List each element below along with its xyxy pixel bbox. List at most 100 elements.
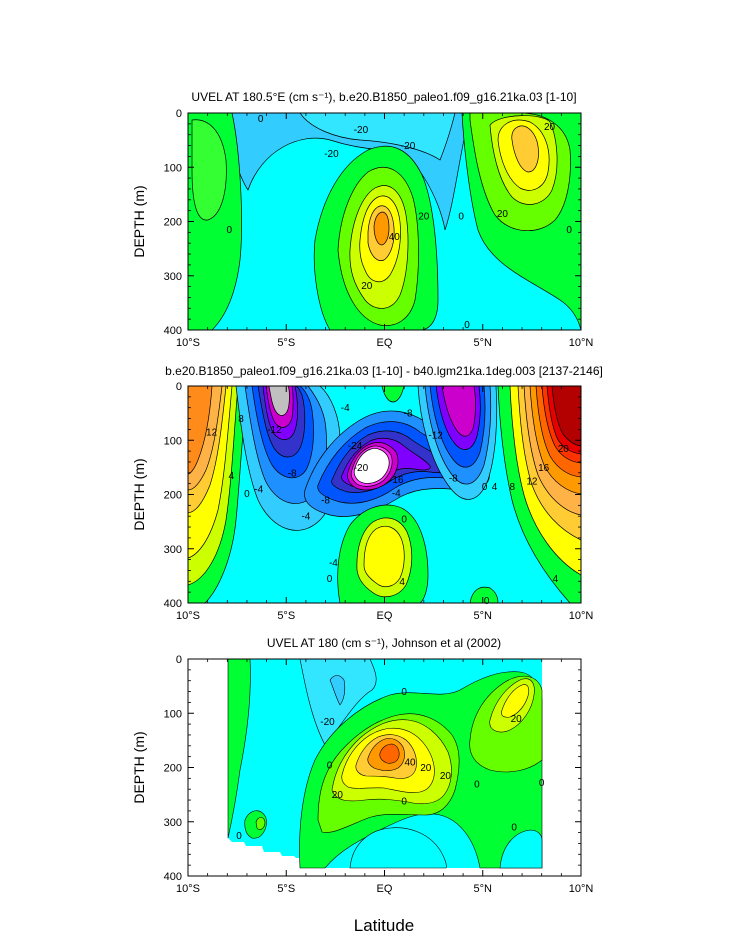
y-tick-label: 0 [176,654,182,666]
y-tick-label: 100 [164,435,182,447]
panel-2: b.e20.B1850_paleo1.f09_g16.21ka.03 [1-10… [131,364,603,622]
panel-3-field [188,659,581,876]
x-tick-label: 10°N [569,610,594,622]
y-tick-label: 300 [164,271,182,283]
panel-3-left-0 [227,659,251,839]
x-tick-label: 10°S [176,610,200,622]
panel-1-field [188,113,581,330]
contour-label: -4 [254,485,263,496]
y-axis-label: DEPTH (m) [131,185,147,257]
panel-3-left-10 [255,817,266,830]
panel-3-east-30 [501,684,530,718]
contour-label: 20 [418,212,430,223]
y-tick-label: 0 [176,108,182,120]
contour-label: -8 [404,409,413,420]
x-tick-label: 5°N [474,883,493,895]
panel-1-labels: 0 -20 -20 -20 20 0 20 40 20 0 20 0 0 [226,114,572,331]
panel-2-west-12 [188,386,213,475]
contour-label: 0 [244,489,250,500]
contour-label: -8 [288,468,297,479]
x-tick-label: EQ [377,883,393,895]
contour-label: 20 [558,444,570,455]
contour-label: 0 [236,831,242,842]
y-tick-label: 300 [164,817,182,829]
y-axis-label: DEPTH (m) [131,731,147,803]
x-tick-label: 5°S [277,337,295,349]
contour-label: -8 [321,495,330,506]
contour-label: 0 [484,596,490,607]
contour-label: -8 [449,474,458,485]
contour-label: 0 [401,514,407,525]
contour-label: -12 [428,430,443,441]
x-tick-label: 5°S [277,610,295,622]
contour-label: -12 [267,425,282,436]
contour-label: -4 [341,403,350,414]
contour-label: 4 [228,471,234,482]
y-tick-label: 400 [164,598,182,610]
contour-label: -4 [392,488,401,499]
contour-label: 20 [497,209,509,220]
x-tick-label: 10°N [569,337,594,349]
contour-label: 40 [404,758,416,769]
x-tick-label: 10°N [569,883,594,895]
panel-2-neg-west-24 [268,386,290,416]
x-tick-label: EQ [377,337,393,349]
contour-label: 16 [538,463,550,474]
panel-2-top-green [381,386,405,403]
contour-label: 12 [206,428,218,439]
contour-label: 0 [327,760,333,771]
x-tick-label: EQ [377,610,393,622]
y-tick-label: 100 [164,708,182,720]
panel-2-neg-center-28 [353,448,390,484]
y-tick-label: 400 [164,325,182,337]
y-tick-label: 200 [164,217,182,229]
panel-3: UVEL AT 180 (cm s⁻¹), Johnson et al (200… [131,636,593,935]
contour-label: 0 [482,482,488,493]
y-tick-label: 100 [164,162,182,174]
contour-label: 20 [511,714,523,725]
panel-1-west-10 [191,119,227,221]
panel-1-eq-50 [373,211,390,246]
y-tick-label: 300 [164,544,182,556]
y-axis-label: DEPTH (m) [131,458,147,530]
contour-label: 0 [327,574,333,585]
panel-3-title: UVEL AT 180 (cm s⁻¹), Johnson et al (200… [267,636,501,650]
contour-label: 20 [440,771,452,782]
contour-label: 40 [389,232,401,243]
x-tick-label: 10°S [176,883,200,895]
contour-label: 20 [420,763,432,774]
x-tick-label: 5°N [474,610,493,622]
panel-2-title: b.e20.B1850_paleo1.f09_g16.21ka.03 [1-10… [165,364,603,378]
panel-1: UVEL AT 180.5°E (cm s⁻¹), b.e20.B1850_pa… [131,90,593,349]
contour-label: -20 [401,141,416,152]
contour-label: -20 [320,717,335,728]
x-tick-label: 10°S [176,337,200,349]
panel-3-bottom-cyan [349,827,447,869]
y-tick-label: 400 [164,871,182,883]
y-tick-label: 0 [176,381,182,393]
contour-label: 0 [401,797,407,808]
x-tick-label: 5°S [277,883,295,895]
contour-label: 0 [464,320,470,331]
contour-label: 4 [399,577,405,588]
contour-label: -24 [348,441,363,452]
contour-label: 20 [332,790,344,801]
contour-label: 0 [474,779,480,790]
contour-label: 12 [526,476,538,487]
panel-1-neg-core [299,113,456,161]
panel-2-eq-pos-4 [363,525,405,588]
contour-label: 0 [458,212,464,223]
panel-2-bottom-green [469,586,499,603]
contour-label: 20 [361,281,373,292]
y-tick-label: 200 [164,763,182,775]
y-tick-label: 200 [164,490,182,502]
contour-label: -16 [389,475,404,486]
contour-label: 8 [238,414,244,425]
panel-3-neg-20 [299,659,377,746]
panel-1-title: UVEL AT 180.5°E (cm s⁻¹), b.e20.B1850_pa… [191,90,576,104]
